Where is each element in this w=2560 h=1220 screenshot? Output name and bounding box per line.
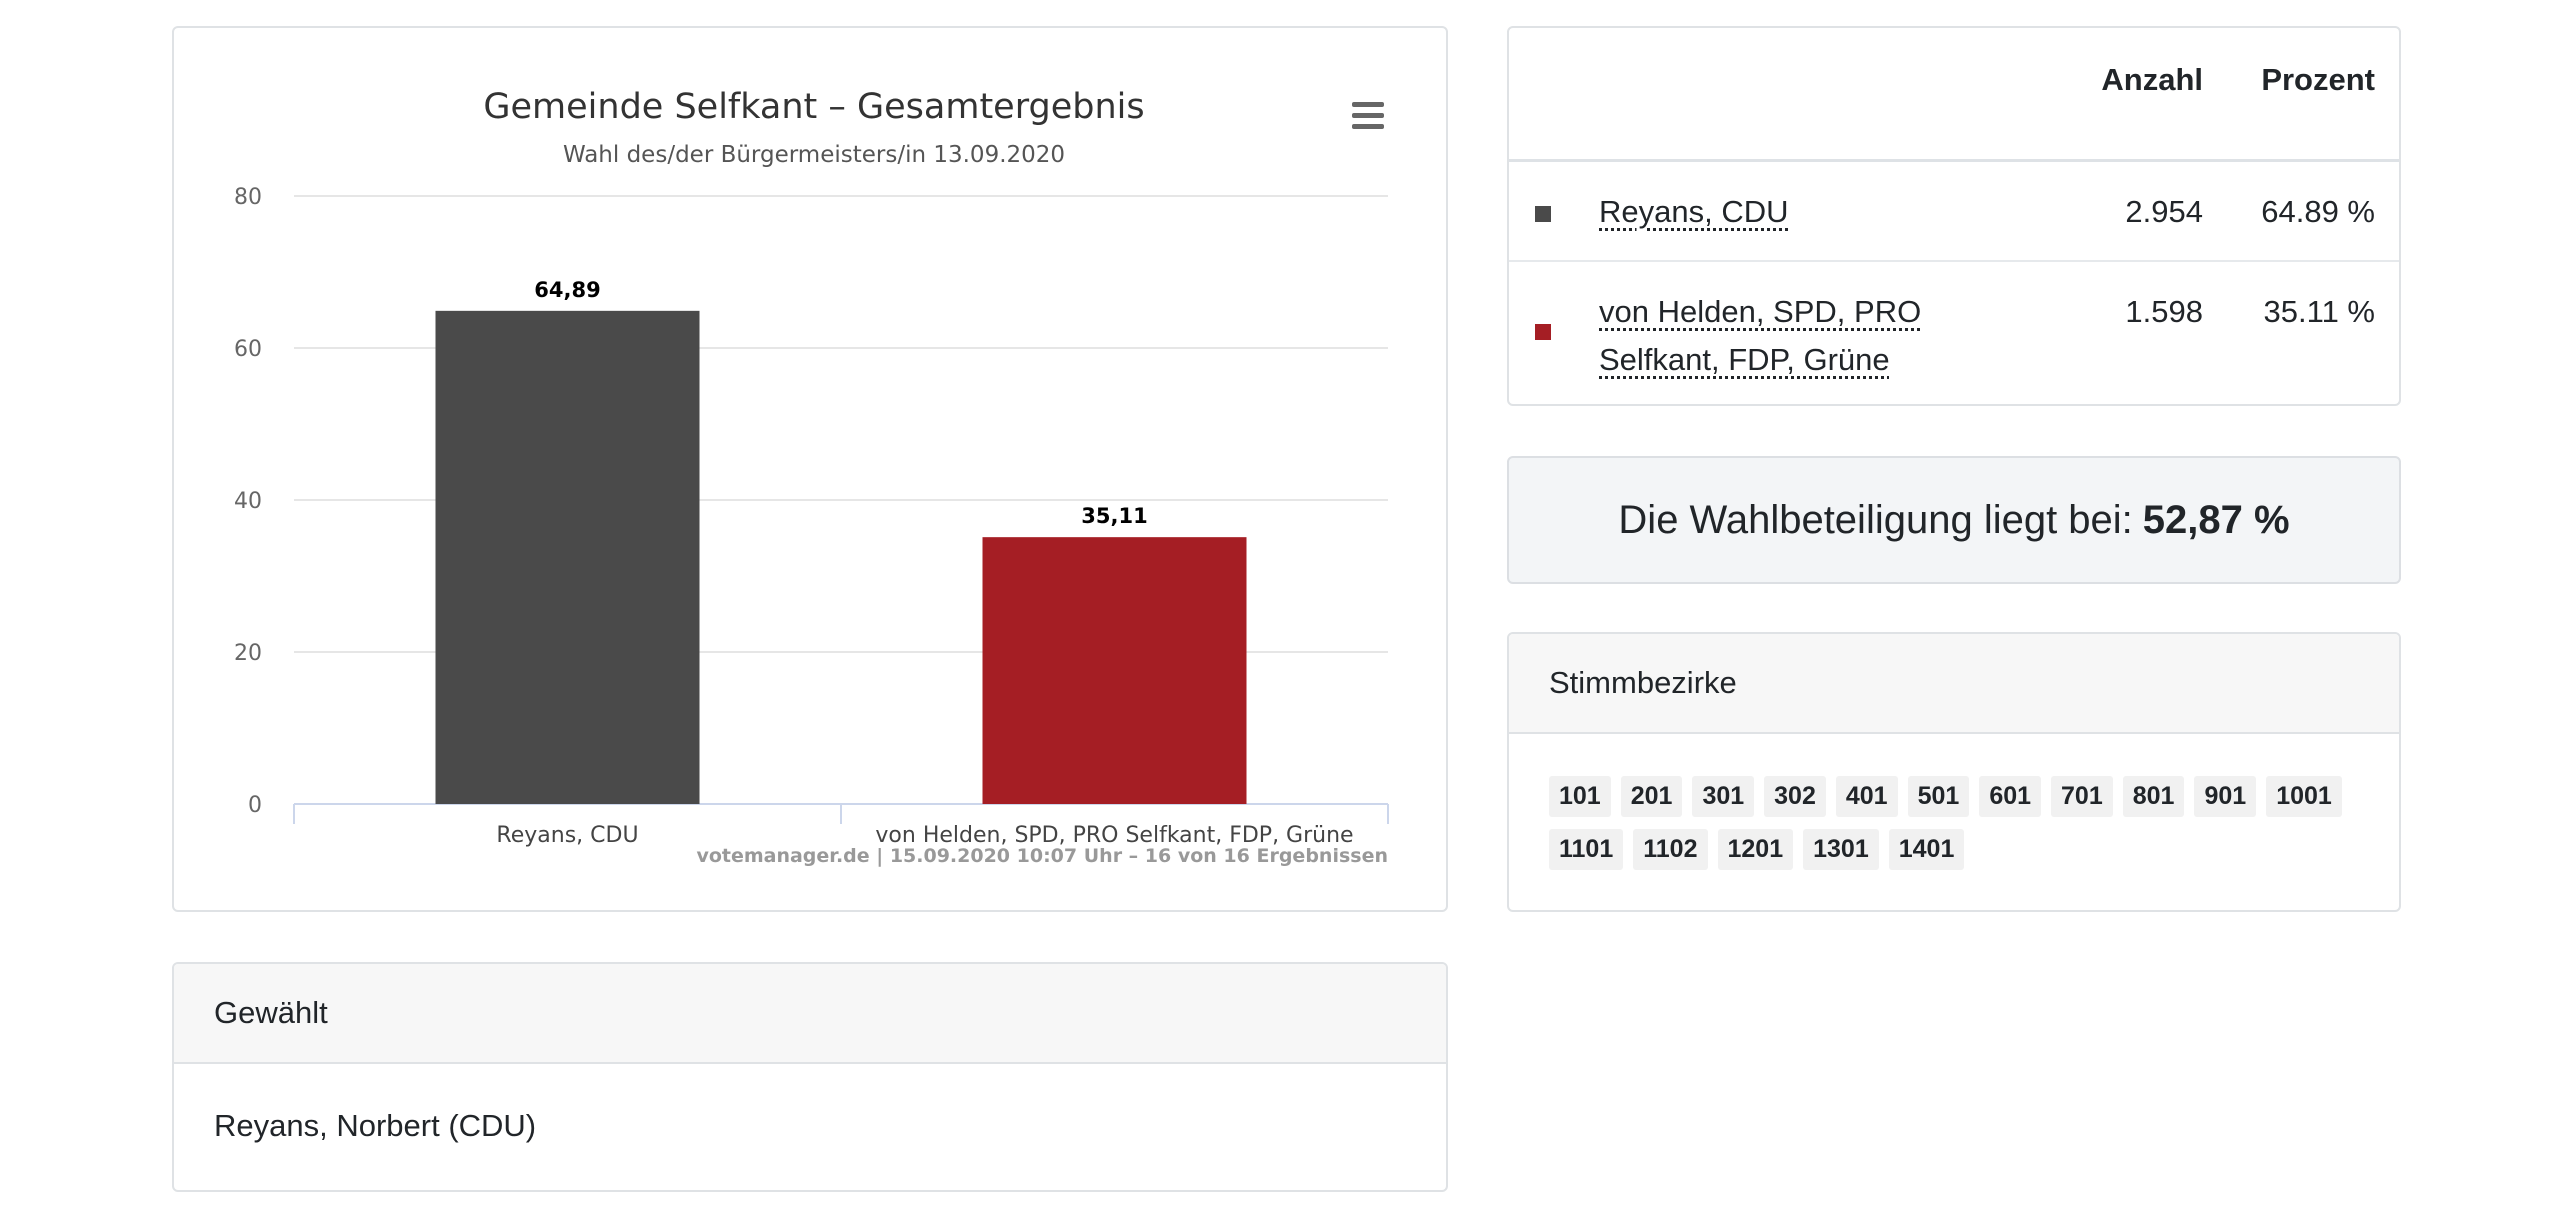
district-badge[interactable]: 101: [1549, 776, 1611, 817]
bar-chart: Gemeinde Selfkant – Gesamtergebnis Wahl …: [234, 87, 1389, 867]
vote-count: 2.954: [2125, 194, 2203, 229]
elected-name: Reyans, Norbert (CDU): [214, 1108, 537, 1143]
chart-card: Gemeinde Selfkant – Gesamtergebnis Wahl …: [172, 26, 1448, 912]
turnout-box: Die Wahlbeteiligung liegt bei: 52,87 %: [1507, 456, 2401, 584]
bar-value-label: 35,11: [1081, 504, 1147, 528]
district-badge[interactable]: 302: [1764, 776, 1826, 817]
districts-title: Stimmbezirke: [1509, 634, 2399, 734]
plot-area: 0 20 40 60 80 64,89 Reyans, CDU 35,11 von Helden…: [234, 185, 1389, 848]
vote-percent: 35.11 %: [2263, 294, 2375, 329]
district-badge[interactable]: 201: [1620, 776, 1683, 817]
district-badge[interactable]: 501: [1907, 776, 1970, 817]
district-badge[interactable]: 1001: [2266, 776, 2342, 817]
table-row: von Helden, SPD, PRO Selfkant, FDP, Grün…: [1509, 262, 2399, 404]
header-percent: Prozent: [2261, 62, 2375, 97]
x-category-label: von Helden, SPD, PRO Selfkant, FDP, Grün…: [875, 823, 1353, 848]
y-tick-label: 0: [248, 793, 262, 818]
results-table: Anzahl Prozent Reyans, CDU 2.954 64.89 %…: [1507, 26, 2401, 406]
y-tick-label: 20: [234, 641, 262, 666]
y-tick-label: 80: [234, 185, 262, 210]
district-badge[interactable]: 1201: [1717, 829, 1794, 870]
district-badge[interactable]: 801: [2122, 776, 2185, 817]
chart-subtitle: Wahl des/der Bürgermeisters/in 13.09.202…: [563, 142, 1065, 168]
district-badge[interactable]: 1101: [1549, 829, 1624, 870]
legend-swatch-icon: [1535, 206, 1551, 222]
bar[interactable]: [435, 310, 700, 804]
turnout-value: 52,87 %: [2142, 497, 2290, 542]
vote-percent: 64.89 %: [2261, 194, 2375, 229]
district-badge[interactable]: 1102: [1633, 829, 1708, 870]
district-badge[interactable]: 701: [2051, 776, 2113, 817]
header-count: Anzahl: [2101, 62, 2203, 97]
legend-swatch-icon: [1535, 324, 1551, 340]
results-table-header: Anzahl Prozent: [1509, 28, 2399, 162]
vote-count: 1.598: [2125, 294, 2203, 329]
elected-card: Gewählt Reyans, Norbert (CDU): [172, 962, 1448, 1192]
chart-menu-icon[interactable]: [1350, 98, 1386, 138]
chart-title: Gemeinde Selfkant – Gesamtergebnis: [483, 87, 1144, 127]
districts-card: Stimmbezirke 101 201 301 302 401 501 601 701 801…: [1507, 632, 2401, 912]
chart-credits[interactable]: votemanager.de | 15.09.2020 10:07 Uhr – …: [696, 845, 1388, 867]
district-badge[interactable]: 601: [1979, 776, 2042, 817]
district-badge[interactable]: 901: [2194, 776, 2257, 817]
turnout-label: Die Wahlbeteiligung liegt bei:: [1618, 497, 2133, 542]
elected-title: Gewählt: [174, 964, 1446, 1064]
table-row: Reyans, CDU 2.954 64.89 %: [1509, 162, 2399, 262]
candidate-name-link[interactable]: von Helden, SPD, PRO Selfkant, FDP, Grün…: [1599, 294, 1922, 377]
district-badge[interactable]: 1401: [1888, 829, 1965, 870]
y-tick-label: 60: [234, 337, 262, 362]
bar[interactable]: [982, 537, 1247, 804]
district-list: 101 201 301 302 401 501 601 701 801 901 1001 1101 11…: [1509, 734, 2389, 882]
y-tick-label: 40: [234, 489, 262, 514]
candidate-name-link[interactable]: Reyans, CDU: [1599, 194, 1789, 229]
x-category-label: Reyans, CDU: [496, 823, 638, 848]
district-badge[interactable]: 401: [1835, 776, 1898, 817]
bar-value-label: 64,89: [534, 278, 600, 302]
district-badge[interactable]: 1301: [1803, 829, 1879, 870]
district-badge[interactable]: 301: [1692, 776, 1755, 817]
